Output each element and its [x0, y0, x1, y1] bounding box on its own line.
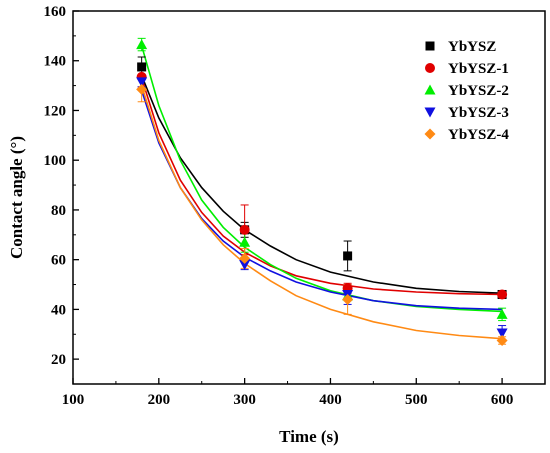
y-axis-ticks: 20 40 60 80 100 120 140 160 — [44, 4, 79, 368]
fit-curve-4 — [140, 85, 503, 340]
fit-curve-1 — [140, 77, 503, 296]
x-tick-label: 400 — [319, 392, 342, 408]
data-point-4-1 — [239, 252, 251, 264]
data-point-4-3 — [496, 334, 508, 346]
data-point-1-1 — [239, 224, 250, 235]
x-tick-label: 100 — [62, 392, 85, 408]
y-tick-label: 60 — [51, 253, 66, 269]
legend-marker-0 — [425, 41, 435, 51]
fit-curve-0 — [140, 75, 503, 294]
legend-label-0: YbYSZ — [448, 39, 496, 55]
data-point-3-0 — [136, 77, 148, 88]
data-point-0-0 — [137, 62, 147, 72]
legend: YbYSZ YbYSZ-1 YbYSZ-2 YbYSZ-3 YbYSZ-4 — [424, 39, 509, 143]
x-axis-ticks: 100 200 300 400 500 600 — [62, 378, 514, 408]
y-tick-label: 160 — [44, 4, 67, 20]
y-tick-label: 100 — [44, 153, 67, 169]
data-point-2-1 — [239, 236, 251, 247]
legend-label-2: YbYSZ-2 — [448, 83, 509, 99]
y-axis-title: Contact angle (°) — [7, 136, 26, 259]
x-tick-label: 600 — [491, 392, 514, 408]
x-tick-label: 200 — [148, 392, 171, 408]
y-tick-label: 80 — [51, 203, 66, 219]
x-axis-title: Time (s) — [279, 427, 339, 446]
data-point-4-2 — [342, 293, 354, 305]
y-tick-label: 140 — [44, 54, 67, 70]
x-tick-label: 300 — [233, 392, 256, 408]
legend-marker-4 — [424, 128, 436, 140]
data-point-4-0 — [136, 83, 148, 95]
data-point-1-3 — [497, 289, 508, 300]
legend-label-1: YbYSZ-1 — [448, 61, 509, 77]
data-point-2-0 — [136, 39, 148, 50]
data-point-3-1 — [239, 260, 251, 271]
fit-curve-3 — [140, 90, 503, 311]
fit-curves — [140, 45, 503, 340]
x-tick-label: 500 — [405, 392, 428, 408]
data-point-2-3 — [496, 308, 508, 319]
plot-frame — [72, 10, 546, 385]
y-tick-label: 20 — [51, 352, 66, 368]
legend-marker-3 — [424, 107, 436, 118]
legend-label-3: YbYSZ-3 — [448, 105, 509, 121]
data-markers — [136, 39, 508, 346]
legend-marker-1 — [425, 63, 435, 73]
data-point-3-3 — [496, 328, 508, 339]
y-tick-label: 40 — [51, 302, 66, 318]
y-tick-label: 120 — [44, 103, 67, 119]
legend-marker-2 — [424, 84, 436, 95]
data-point-0-2 — [343, 251, 353, 261]
legend-label-4: YbYSZ-4 — [448, 127, 509, 143]
